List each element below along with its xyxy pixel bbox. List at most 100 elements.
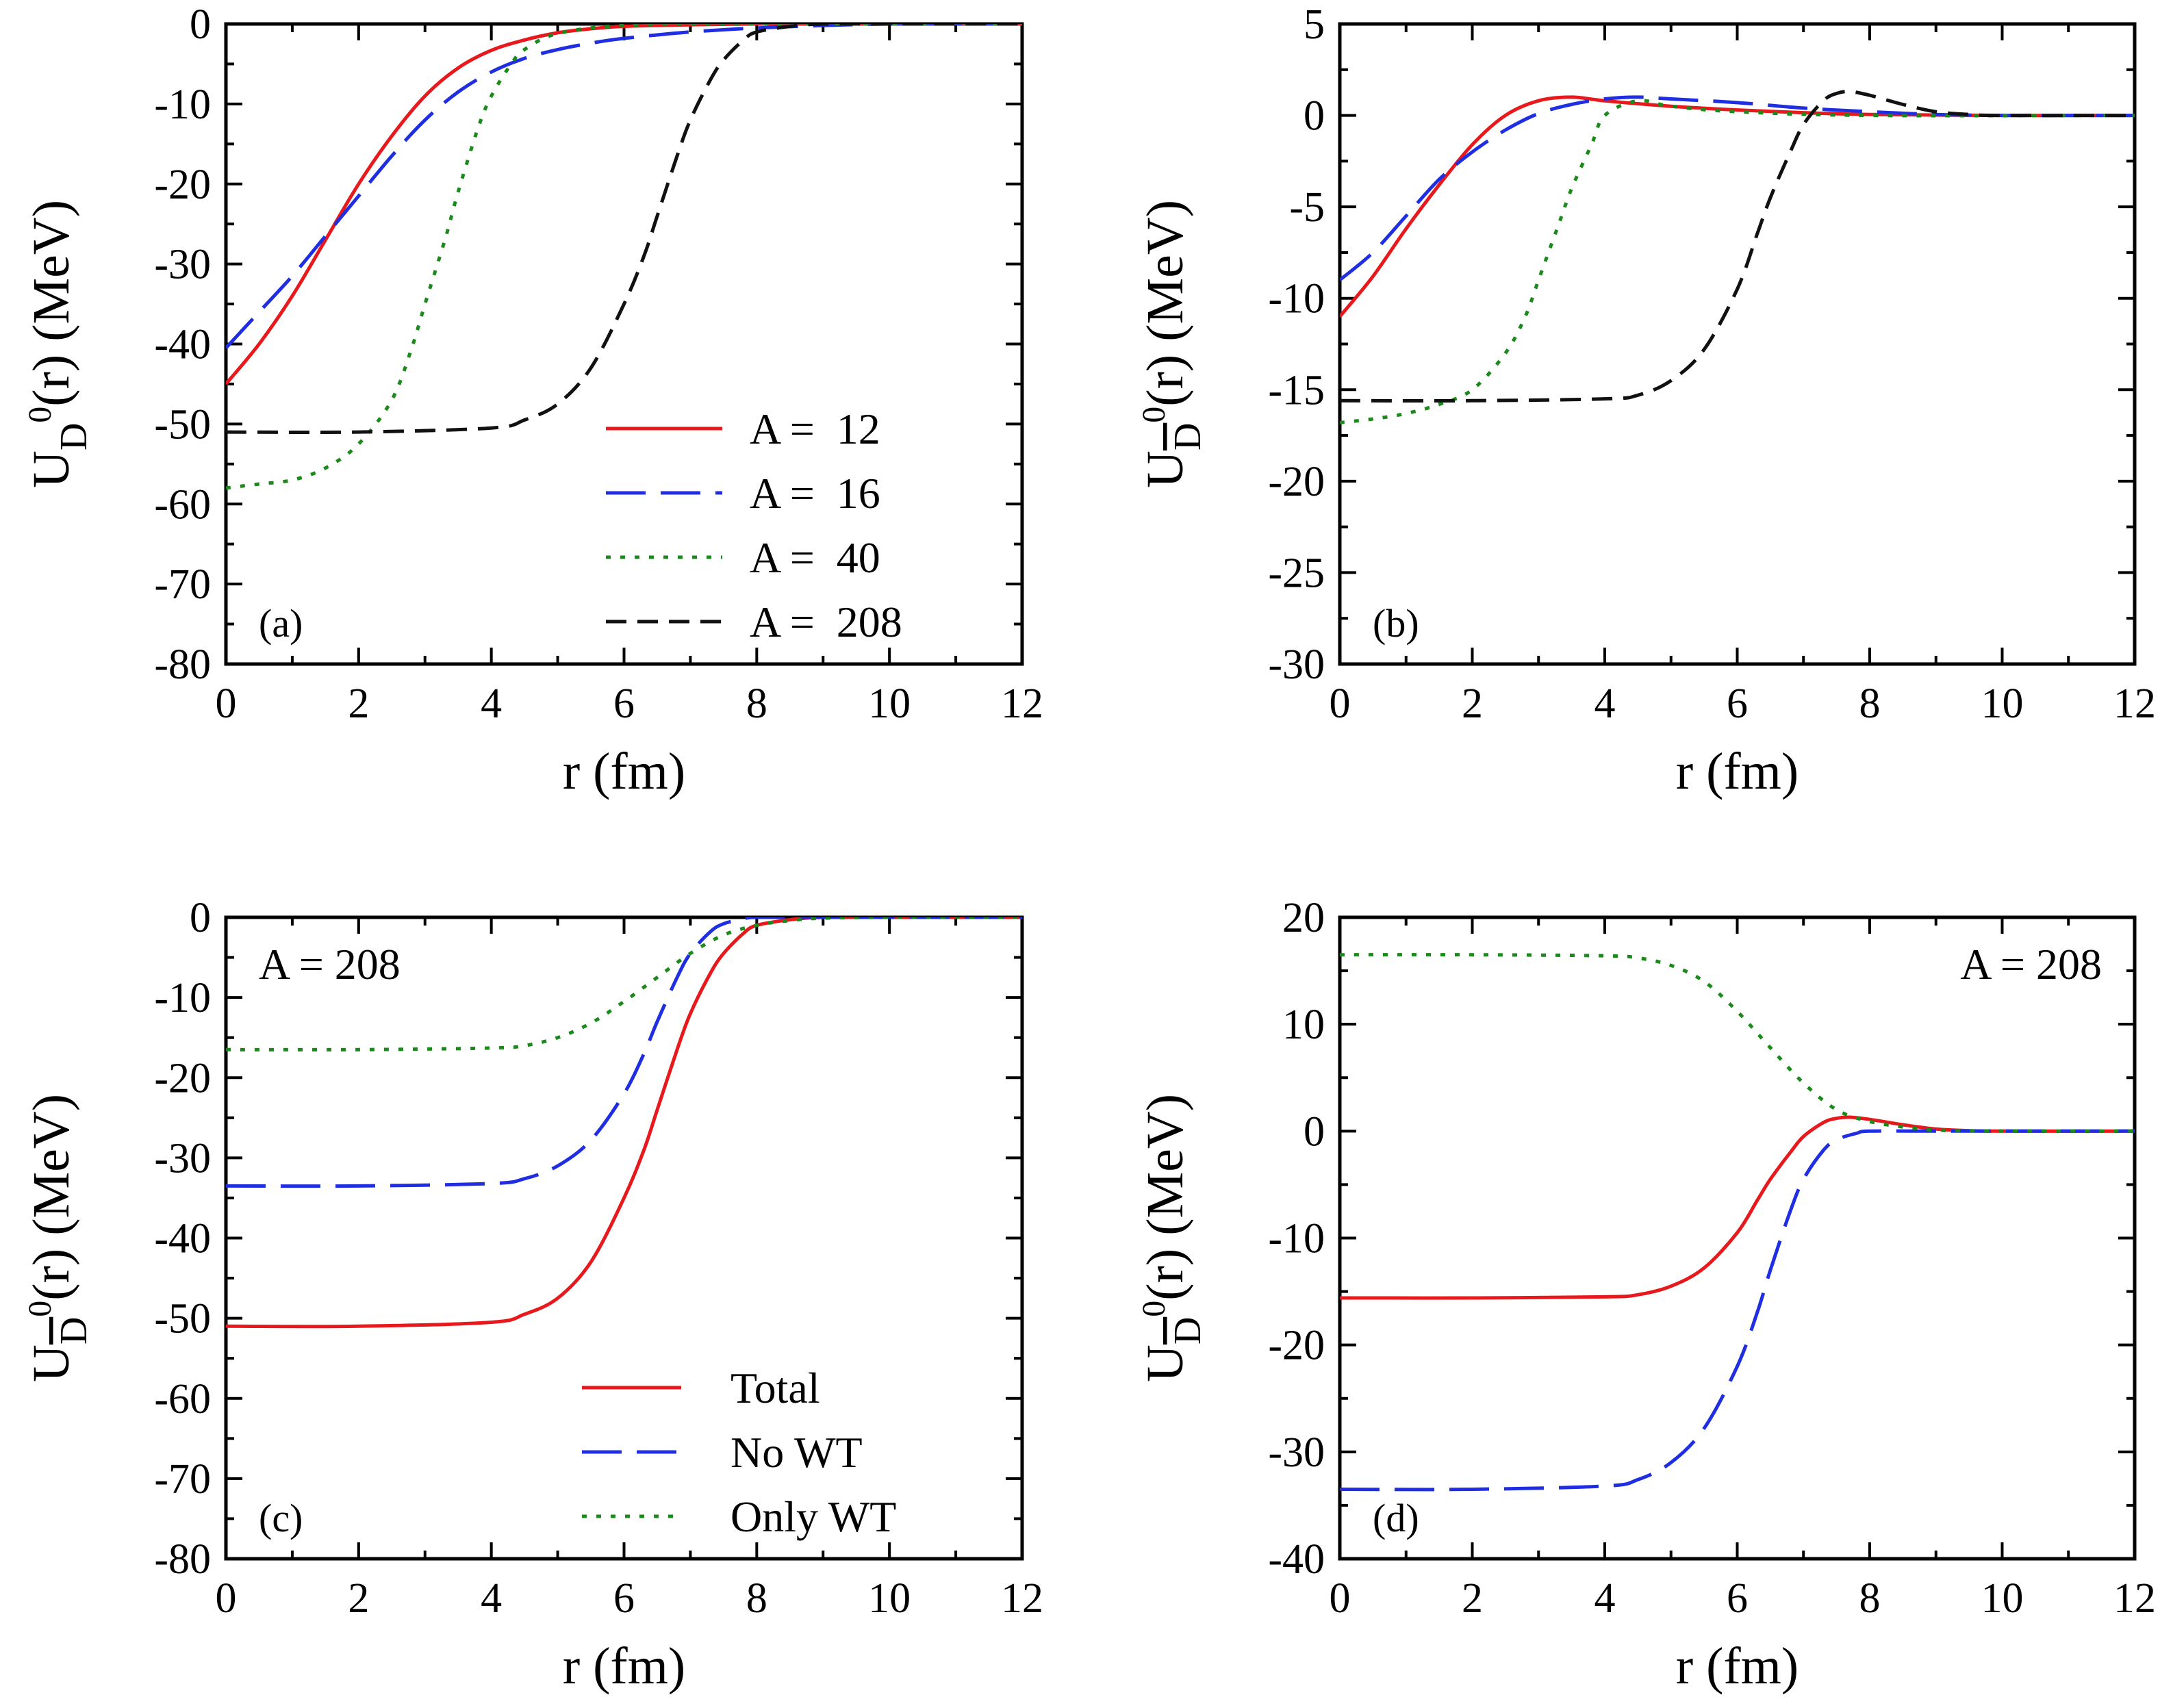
x-tick-label: 8 (746, 1575, 767, 1622)
x-tick-label: 0 (1330, 1575, 1351, 1622)
legend-label: A = 16 (750, 469, 880, 518)
x-tick-label: 6 (1727, 1575, 1748, 1622)
x-tick-label: 12 (2113, 680, 2156, 727)
x-axis-title: r (fm) (563, 1637, 685, 1695)
y-tick-label: -10 (1268, 1216, 1325, 1262)
y-tick-label: -20 (154, 162, 211, 208)
x-tick-label: 6 (1727, 680, 1748, 727)
x-tick-label: 6 (613, 1575, 635, 1622)
y-tick-label: -30 (1268, 641, 1325, 688)
y-tick-label: 5 (1304, 1, 1325, 48)
x-tick-label: 10 (1981, 680, 2024, 727)
y-tick-label: -80 (154, 1536, 211, 1583)
x-tick-label: 2 (1462, 680, 1483, 727)
y-tick-label: 0 (190, 895, 211, 941)
y-tick-label: -40 (1268, 1536, 1325, 1583)
x-tick-label: 0 (216, 680, 237, 727)
x-tick-label: 8 (1859, 1575, 1881, 1622)
x-tick-label: 4 (481, 1575, 502, 1622)
annotation-text: A = 208 (259, 940, 401, 989)
y-axis-title: UD0(r) (MeV) (1136, 200, 1209, 488)
y-tick-label: -5 (1289, 184, 1325, 231)
legend-label: A = 40 (750, 533, 880, 582)
x-tick-label: 10 (868, 1575, 911, 1622)
y-tick-label: -15 (1268, 367, 1325, 413)
y-tick-label: -30 (1268, 1429, 1325, 1476)
series-line-1 (226, 24, 1022, 385)
panel-c: 0 2 4 6 8 10 12 -80 -70 -60 -50 -40 -30 -20 -10 0 r (fm)… (22, 895, 1043, 1695)
series-line-2 (226, 24, 1022, 350)
x-tick-label: 4 (1594, 680, 1616, 727)
y-tick-label: -25 (1268, 550, 1325, 596)
y-axis-subscript: D (1167, 1317, 1209, 1344)
y-tick-label: -60 (154, 1376, 211, 1423)
y-axis-subscript: D (1167, 423, 1209, 450)
legend-label: Total (730, 1364, 820, 1412)
legend-label: Only WT (730, 1492, 896, 1541)
y-tick-label: -40 (154, 1216, 211, 1262)
y-axis-title: UD0(r) (MeV) (22, 1094, 95, 1382)
series-line-1 (1340, 1115, 2135, 1300)
series-line-4 (226, 24, 1022, 434)
legend-label: A = 208 (750, 598, 902, 646)
y-tick-label: 20 (1282, 895, 1325, 941)
series-line-3 (226, 917, 1022, 1051)
y-axis-title: UD0(r) (MeV) (22, 200, 95, 488)
y-tick-label: -70 (154, 561, 211, 608)
y-tick-label: 0 (1304, 1108, 1325, 1155)
plot-frame (1338, 915, 2137, 1561)
series-line-1 (1340, 95, 2135, 318)
x-tick-label: 8 (1859, 680, 1881, 727)
x-tick-label: 8 (746, 680, 767, 727)
series-line-4 (1340, 90, 2135, 403)
y-tick-label: -50 (154, 1296, 211, 1342)
y-tick-label: -80 (154, 641, 211, 688)
x-tick-label: 6 (613, 680, 635, 727)
x-tick-label: 12 (1001, 1575, 1043, 1622)
x-axis-title: r (fm) (563, 743, 685, 800)
y-tick-label: -70 (154, 1456, 211, 1503)
x-tick-label: 0 (216, 1575, 237, 1622)
x-tick-label: 4 (1594, 1575, 1616, 1622)
x-axis-title: r (fm) (1676, 1637, 1799, 1695)
y-tick-label: -50 (154, 401, 211, 448)
series-line-2 (1340, 1129, 2135, 1492)
series-line-2 (1340, 95, 2135, 281)
plot-frame (224, 915, 1024, 1561)
x-tick-label: 4 (481, 680, 502, 727)
plot-frame (224, 22, 1024, 666)
y-tick-label: -20 (1268, 1323, 1325, 1369)
x-tick-label: 0 (1330, 680, 1351, 727)
legend: Total No WT Only WT (582, 1364, 896, 1541)
x-tick-label: 2 (348, 1575, 369, 1622)
x-tick-label: 12 (1001, 680, 1043, 727)
y-tick-label: -60 (154, 481, 211, 528)
legend-label: No WT (730, 1428, 863, 1477)
series-line-3 (226, 24, 1022, 490)
annotation-text: A = 208 (1960, 940, 2102, 989)
panel-label: (a) (259, 601, 303, 646)
x-axis-title: r (fm) (1676, 743, 1799, 800)
panel-d: 0 2 4 6 8 10 12 -40 -30 -20 -10 0 10 20 r (fm) UD0(r) (… (1136, 895, 2156, 1695)
y-tick-label: -10 (1268, 276, 1325, 322)
panel-label: (b) (1373, 601, 1419, 646)
legend: A = 12 A = 16 A = 40 A = 208 (606, 405, 902, 646)
panel-b: 0 2 4 6 8 10 12 -30 -25 -20 -15 -10 -5 0 5 r (fm) UD0(r)… (1136, 1, 2156, 800)
y-axis-title: UD0(r) (MeV) (1136, 1094, 1209, 1382)
y-tick-label: -30 (154, 1135, 211, 1182)
panel-label: (c) (259, 1496, 303, 1540)
x-tick-label: 12 (2113, 1575, 2156, 1622)
series-line-2 (226, 917, 1022, 1188)
y-tick-label: 10 (1282, 1002, 1325, 1048)
y-axis-subscript: D (53, 1317, 95, 1344)
panel-label: (d) (1373, 1496, 1419, 1540)
y-tick-label: -10 (154, 81, 211, 128)
x-tick-label: 10 (868, 680, 911, 727)
panel-a: 0 2 4 6 8 10 12 -80 -70 -60 -50 -40 -30 -20 -10 0 r (fm)… (22, 1, 1043, 800)
y-tick-label: 0 (190, 1, 211, 48)
x-tick-label: 2 (348, 680, 369, 727)
y-tick-label: -30 (154, 242, 211, 288)
y-tick-label: -20 (154, 1055, 211, 1101)
y-axis-subscript: D (53, 423, 95, 450)
